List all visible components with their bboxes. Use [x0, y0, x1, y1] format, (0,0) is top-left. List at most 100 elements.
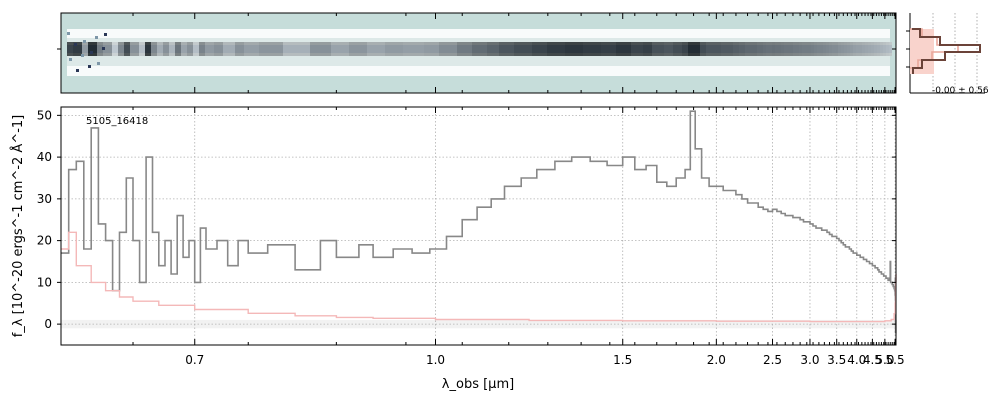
trace-pixel — [463, 45, 466, 53]
trace-pixel-halo — [397, 53, 400, 56]
trace-pixel — [871, 45, 874, 53]
trace-pixel — [784, 45, 787, 53]
trace-pixel — [730, 45, 733, 53]
trace-pixel-halo — [520, 53, 523, 56]
trace-pixel-halo — [673, 53, 676, 56]
trace-pixel — [760, 45, 763, 53]
trace-pixel-halo — [805, 53, 808, 56]
trace-pixel-halo — [181, 42, 184, 45]
noise-pixel — [102, 47, 105, 50]
trace-pixel — [400, 45, 403, 53]
trace-pixel — [526, 45, 529, 53]
trace-pixel-halo — [232, 42, 235, 45]
trace-pixel-halo — [640, 42, 643, 45]
trace-pixel-halo — [676, 42, 679, 45]
trace-pixel-halo — [412, 42, 415, 45]
noise-pixel — [74, 43, 77, 46]
trace-pixel-halo — [184, 42, 187, 45]
trace-pixel — [709, 45, 712, 53]
trace-pixel — [679, 45, 682, 53]
trace-pixel — [241, 45, 244, 53]
trace-pixel-halo — [271, 53, 274, 56]
trace-pixel-halo — [715, 53, 718, 56]
trace-pixel-halo — [676, 53, 679, 56]
trace-pixel-halo — [196, 42, 199, 45]
trace-pixel-halo — [772, 42, 775, 45]
trace-pixel-halo — [886, 53, 889, 56]
trace-pixel — [808, 45, 811, 53]
trace-pixel-halo — [166, 53, 169, 56]
trace-pixel — [724, 45, 727, 53]
trace-pixel — [865, 45, 868, 53]
trace-pixel — [421, 45, 424, 53]
trace-pixel — [775, 45, 778, 53]
trace-pixel-halo — [607, 42, 610, 45]
trace-pixel — [211, 45, 214, 53]
trace-pixel-halo — [250, 53, 253, 56]
trace-pixel-halo — [730, 53, 733, 56]
noise-pixel — [90, 51, 93, 54]
trace-pixel-halo — [718, 53, 721, 56]
trace-pixel — [181, 45, 184, 53]
trace-pixel — [130, 45, 133, 53]
trace-pixel-halo — [637, 53, 640, 56]
trace-pixel-halo — [403, 42, 406, 45]
trace-pixel-halo — [889, 42, 892, 45]
trace-pixel — [301, 45, 304, 53]
trace-pixel-halo — [670, 53, 673, 56]
trace-pixel — [244, 45, 247, 53]
trace-pixel-halo — [661, 42, 664, 45]
trace-pixel-halo — [697, 42, 700, 45]
trace-pixel — [718, 45, 721, 53]
trace-pixel — [436, 45, 439, 53]
trace-pixel-halo — [217, 53, 220, 56]
trace-pixel-halo — [430, 53, 433, 56]
trace-pixel-halo — [70, 42, 73, 45]
trace-pixel-halo — [658, 53, 661, 56]
trace-pixel — [859, 45, 862, 53]
trace-pixel-halo — [853, 53, 856, 56]
trace-pixel-halo — [280, 42, 283, 45]
trace-pixel-halo — [364, 53, 367, 56]
trace-pixel — [373, 45, 376, 53]
trace-pixel — [307, 45, 310, 53]
trace-pixel-halo — [241, 53, 244, 56]
trace-pixel-halo — [571, 53, 574, 56]
trace-pixel — [154, 45, 157, 53]
trace-pixel-halo — [427, 42, 430, 45]
trace-pixel-halo — [283, 42, 286, 45]
trace-pixel-halo — [709, 53, 712, 56]
trace-pixel — [721, 45, 724, 53]
trace-pixel — [619, 45, 622, 53]
trace-pixel-halo — [766, 53, 769, 56]
trace-pixel — [424, 45, 427, 53]
trace-pixel-halo — [397, 42, 400, 45]
trace-pixel-halo — [592, 53, 595, 56]
trace-pixel — [844, 45, 847, 53]
trace-pixel-halo — [823, 42, 826, 45]
trace-pixel-halo — [787, 53, 790, 56]
trace-pixel — [727, 45, 730, 53]
trace-pixel-halo — [208, 53, 211, 56]
trace-pixel — [835, 45, 838, 53]
trace-pixel — [613, 45, 616, 53]
trace-pixel-halo — [253, 42, 256, 45]
trace-pixel — [235, 45, 238, 53]
trace-pixel-halo — [559, 53, 562, 56]
trace-pixel-halo — [400, 53, 403, 56]
trace-pixel — [487, 45, 490, 53]
trace-pixel-halo — [559, 42, 562, 45]
trace-pixel — [517, 45, 520, 53]
y-tick-label: 50 — [37, 108, 52, 122]
trace-pixel — [889, 45, 892, 53]
trace-pixel — [601, 45, 604, 53]
trace-pixel — [157, 45, 160, 53]
trace-pixel-halo — [163, 42, 166, 45]
trace-pixel-halo — [67, 53, 70, 56]
trace-pixel — [376, 45, 379, 53]
trace-pixel-halo — [82, 42, 85, 45]
trace-pixel-halo — [535, 42, 538, 45]
trace-pixel-halo — [343, 53, 346, 56]
trace-pixel-halo — [784, 42, 787, 45]
trace-pixel-halo — [835, 42, 838, 45]
